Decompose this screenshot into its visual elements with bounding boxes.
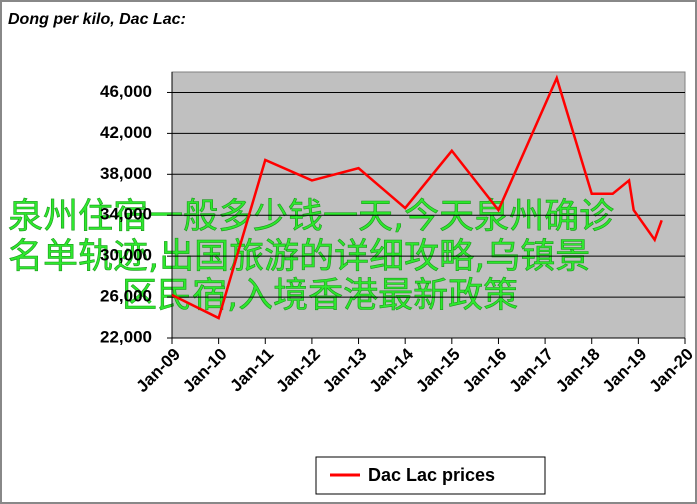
- plot-area: [171, 71, 686, 339]
- data-line: [171, 74, 663, 320]
- overlay-text: 泉州住宿一般多少钱一天,今天泉州确诊: [8, 197, 614, 237]
- overlay-text: 区民宿,入境香港最新政策: [122, 276, 518, 316]
- y-tick-label: 26,000: [100, 287, 152, 306]
- y-tick-label: 30,000: [100, 246, 152, 265]
- y-tick-label: 42,000: [100, 123, 152, 142]
- chart-title: Dong per kilo, Dac Lac:: [8, 11, 186, 28]
- y-tick-label: 34,000: [100, 205, 152, 224]
- y-tick-label: 46,000: [100, 82, 152, 101]
- legend-label: Dac Lac prices: [368, 465, 495, 485]
- overlay-text: 名单轨迹,出国旅游的详细攻略,乌镇景: [8, 237, 590, 277]
- y-tick-label: 22,000: [100, 327, 152, 346]
- overlay: 泉州住宿一般多少钱一天,今天泉州确诊名单轨迹,出国旅游的详细攻略,乌镇景区民宿,…: [8, 197, 615, 317]
- y-tick-label: 38,000: [100, 164, 152, 183]
